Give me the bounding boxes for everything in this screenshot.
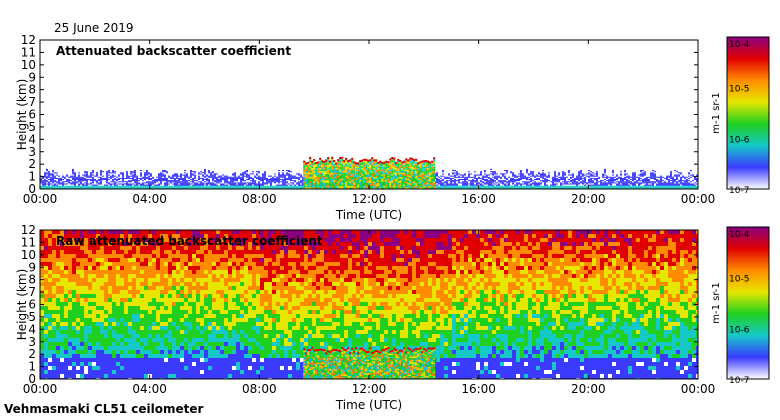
x-tick-label-1-4: 16:00	[461, 192, 496, 206]
y-tick-label-1-4: 4	[28, 132, 36, 146]
x-tick-label-2-2: 08:00	[242, 382, 277, 396]
y-tick-label-2-4: 4	[28, 322, 36, 336]
y-tick-label-1-6: 6	[28, 108, 36, 122]
x-tick-label-2-6: 00:00	[681, 382, 716, 396]
y-axis-label-1: Height (km)	[15, 79, 29, 150]
x-axis-label-1: Time (UTC)	[335, 208, 402, 222]
y-tick-label-2-3: 3	[28, 335, 36, 349]
x-tick-label-2-0: 00:00	[23, 382, 58, 396]
y-tick-label-1-0: 0	[28, 182, 36, 196]
y-tick-label-1-7: 7	[28, 95, 36, 109]
x-tick-label-2-4: 16:00	[461, 382, 496, 396]
y-tick-label-2-7: 7	[28, 285, 36, 299]
colorbar-1	[726, 36, 770, 190]
x-tick-label-1-3: 12:00	[352, 192, 387, 206]
x-axis-label-2: Time (UTC)	[335, 398, 402, 412]
y-tick-label-2-2: 2	[28, 347, 36, 361]
y-tick-label-2-12: 12	[21, 223, 36, 237]
x-tick-label-2-5: 20:00	[571, 382, 606, 396]
y-tick-label-2-11: 11	[21, 235, 36, 249]
y-tick-label-1-8: 8	[28, 83, 36, 97]
x-tick-label-1-1: 04:00	[132, 192, 167, 206]
panel-2: Raw attenuated backscatter coefficient01…	[15, 223, 770, 412]
date-label: 25 June 2019	[54, 21, 134, 35]
y-tick-label-2-8: 8	[28, 273, 36, 287]
colorbar-tick-1-1: 10-6	[729, 135, 750, 145]
panel-title-1: Attenuated backscatter coefficient	[56, 44, 291, 58]
y-tick-label-1-3: 3	[28, 145, 36, 159]
panel-1: Attenuated backscatter coefficient012345…	[15, 33, 770, 222]
y-tick-label-1-5: 5	[28, 120, 36, 134]
y-tick-label-2-1: 1	[28, 360, 36, 374]
instrument-label: Vehmasmaki CL51 ceilometer	[4, 402, 204, 416]
colorbar-tick-2-2: 10-5	[729, 275, 749, 285]
x-tick-label-1-0: 00:00	[23, 192, 58, 206]
colorbar-tick-2-3: 10-4	[729, 230, 750, 240]
colorbar-tick-1-2: 10-5	[729, 85, 749, 95]
colorbar-tick-1-0: 10-7	[729, 186, 749, 196]
x-tick-label-2-1: 04:00	[132, 382, 167, 396]
y-tick-label-2-9: 9	[28, 260, 36, 274]
colorbar-tick-2-0: 10-7	[729, 376, 749, 386]
backscatter-field-1	[40, 40, 698, 189]
y-tick-label-1-1: 1	[28, 170, 36, 184]
backscatter-field-2	[40, 230, 698, 379]
colorbar-label-1: m-1 sr-1	[711, 92, 722, 134]
x-tick-label-1-5: 20:00	[571, 192, 606, 206]
y-tick-label-1-11: 11	[21, 45, 36, 59]
colorbar-tick-1-3: 10-4	[729, 40, 750, 50]
x-tick-label-2-3: 12:00	[352, 382, 387, 396]
y-tick-label-1-12: 12	[21, 33, 36, 47]
y-tick-label-2-6: 6	[28, 298, 36, 312]
colorbar-2	[726, 226, 770, 380]
y-tick-label-2-5: 5	[28, 310, 36, 324]
colorbar-tick-2-1: 10-6	[729, 325, 750, 335]
y-tick-label-1-9: 9	[28, 70, 36, 84]
panel-title-2: Raw attenuated backscatter coefficient	[56, 234, 323, 248]
y-tick-label-2-10: 10	[21, 248, 36, 262]
x-tick-label-1-2: 08:00	[242, 192, 277, 206]
y-axis-label-2: Height (km)	[15, 269, 29, 340]
y-tick-label-2-0: 0	[28, 372, 36, 386]
colorbar-label-2: m-1 sr-1	[711, 282, 722, 324]
x-tick-label-1-6: 00:00	[681, 192, 716, 206]
y-tick-label-1-10: 10	[21, 58, 36, 72]
y-tick-label-1-2: 2	[28, 157, 36, 171]
